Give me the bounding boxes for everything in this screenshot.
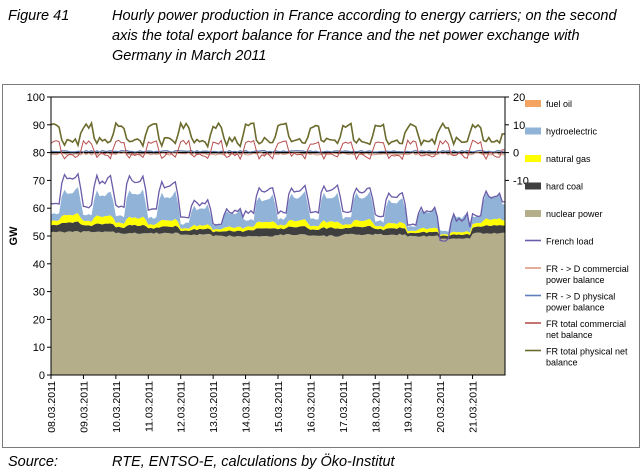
y2-tick-label: 20 xyxy=(513,92,525,104)
x-tick-label: 15.03.2011 xyxy=(273,381,285,433)
chart-container: 0 10 20 30 40 50 60 70 80 90 100 20 10 0 -10 GW 08.03.20… xyxy=(2,84,640,448)
y-tick-label: 20 xyxy=(33,314,45,326)
legend-label-hydroelectric: hydroelectric xyxy=(546,127,598,137)
legend-label-fr-d-physical-power-balance: power balance xyxy=(546,303,605,313)
y-axis-label: GW xyxy=(8,226,20,246)
y-tick-label: 80 xyxy=(33,148,45,160)
x-tick-label: 19.03.2011 xyxy=(403,381,415,433)
legend-label-fr-d-physical-power-balance: FR - > D physical xyxy=(546,292,615,302)
legend-label-fr-d-commercial-power-balance: power balance xyxy=(546,275,605,285)
legend-label-fr-total-commercial-net-balance: FR total commercial xyxy=(546,319,626,329)
y-tick-label: 90 xyxy=(33,120,45,132)
hydroelectric-area xyxy=(51,187,505,235)
y-tick-label: 50 xyxy=(33,231,45,243)
legend-label-natural-gas: natural gas xyxy=(546,154,591,164)
x-tick-label: 08.03.2011 xyxy=(46,381,58,433)
y2-tick-label: 10 xyxy=(513,120,525,132)
legend-label-nuclear-power: nuclear power xyxy=(546,209,603,219)
fr-d-physical-balance-line xyxy=(50,149,505,153)
legend: fuel oil hydroelectric natural gas hard coa… xyxy=(525,99,629,368)
y-tick-label: 70 xyxy=(33,175,45,187)
x-tick-label: 09.03.2011 xyxy=(78,381,90,433)
legend-swatch-natural-gas xyxy=(525,155,541,162)
figure-label: Figure 41 xyxy=(8,8,70,24)
french-load-line xyxy=(51,172,505,242)
legend-label-hard-coal: hard coal xyxy=(546,182,583,192)
natural-gas-area xyxy=(51,213,505,237)
figure-title: Hourly power production in France accord… xyxy=(112,8,617,64)
x-tick-label: 12.03.2011 xyxy=(176,381,188,433)
x-tick-label: 20.03.2011 xyxy=(435,381,447,433)
legend-label-fr-total-physical-net-balance: FR total physical net xyxy=(546,347,628,357)
legend-swatch-nuclear-power xyxy=(525,210,541,217)
y-tick-label: 60 xyxy=(33,203,45,215)
source-label: Source: xyxy=(8,454,58,470)
x-tick-label: 18.03.2011 xyxy=(370,381,382,433)
y-tick-label: 40 xyxy=(33,259,45,271)
x-tick-label: 16.03.2011 xyxy=(305,381,317,433)
hard-coal-area xyxy=(51,221,505,240)
y2-tick-label: -10 xyxy=(513,175,529,187)
legend-swatch-hydroelectric xyxy=(525,127,541,135)
legend-label-fuel-oil: fuel oil xyxy=(546,99,572,109)
legend-swatch-hard-coal xyxy=(525,182,541,190)
legend-label-french-load: French load xyxy=(546,237,594,247)
x-tick-label: 14.03.2011 xyxy=(241,381,253,433)
legend-swatch-fuel-oil xyxy=(525,100,541,107)
x-tick-label: 21.03.2011 xyxy=(468,381,480,433)
stacked-areas xyxy=(51,187,505,375)
line-series xyxy=(50,120,505,242)
legend-label-fr-total-physical-net-balance: balance xyxy=(546,358,578,368)
nuclear-power-area xyxy=(51,231,505,375)
y-tick-label: 100 xyxy=(27,92,45,104)
x-tick-label: 11.03.2011 xyxy=(143,381,155,432)
source-text: RTE, ENTSO-E, calculations by Öko-Instit… xyxy=(112,454,395,470)
fr-commercial-net-balance-line xyxy=(50,139,505,161)
y-tick-label: 0 xyxy=(39,370,45,382)
legend-label-fr-d-commercial-power-balance: FR - > D commercial xyxy=(546,264,629,274)
y2-tick-label: 0 xyxy=(513,148,519,160)
legend-label-fr-total-commercial-net-balance: net balance xyxy=(546,330,593,340)
fr-physical-net-balance-line xyxy=(50,120,505,149)
x-tick-label: 17.03.2011 xyxy=(338,381,350,433)
x-tick-label: 10.03.2011 xyxy=(111,381,123,433)
x-tick-label: 13.03.2011 xyxy=(208,381,220,433)
y-tick-label: 10 xyxy=(33,342,45,354)
y-tick-label: 30 xyxy=(33,287,45,299)
